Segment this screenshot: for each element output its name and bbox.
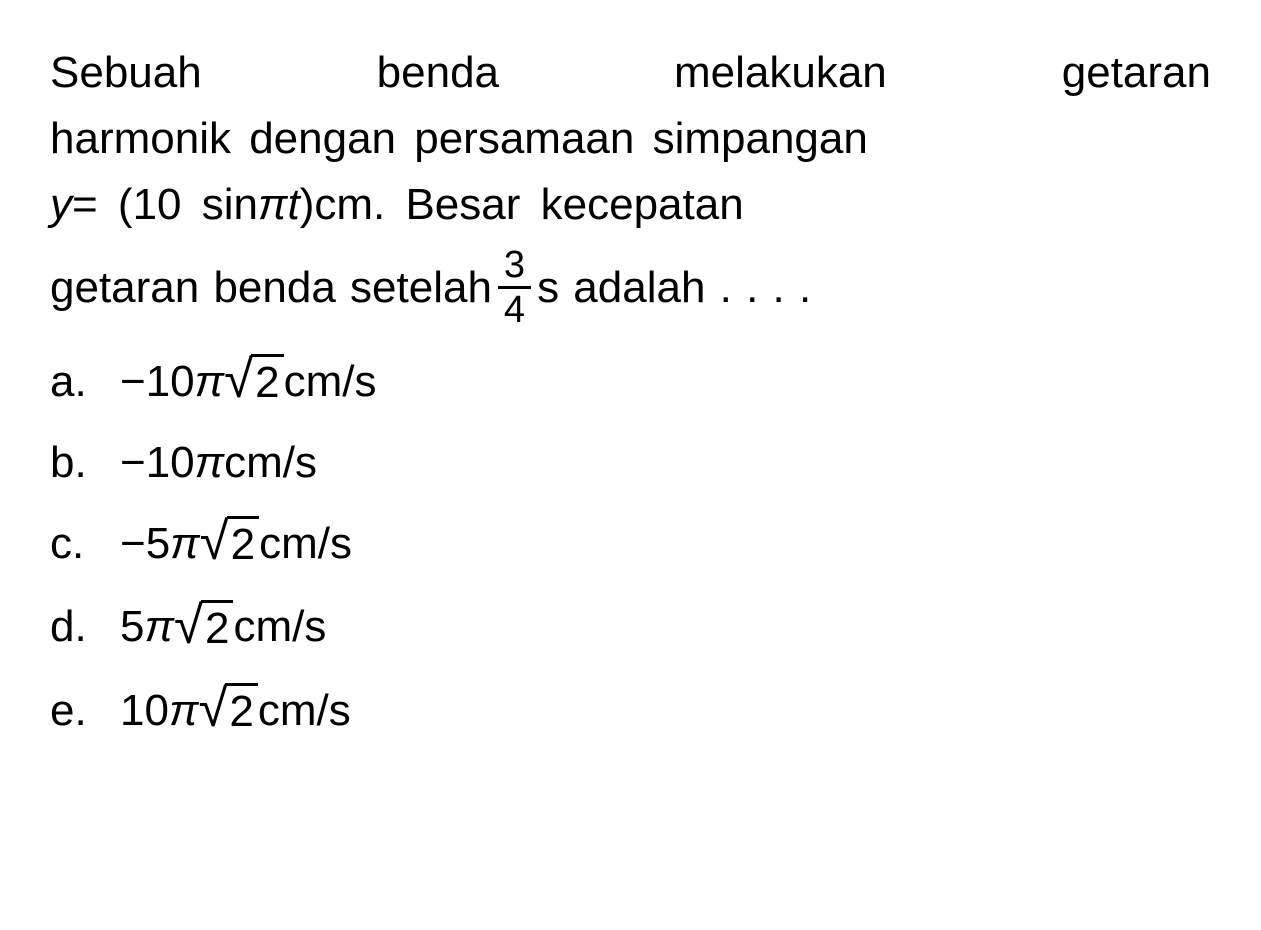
pi-symbol: π (169, 686, 198, 736)
option-e: e. 10 π √ 2 cm/s (50, 683, 1211, 739)
radicand: 2 (201, 600, 233, 656)
coefficient: 5 (120, 602, 144, 652)
close-paren: ) (300, 172, 315, 238)
option-value: −10 π cm/s (120, 438, 317, 488)
equation-part: = (10 sin (72, 172, 258, 238)
option-value: −10 π √ 2 cm/s (120, 354, 376, 410)
text: cm. Besar kecepatan (314, 172, 743, 238)
radical-icon: √ (200, 516, 229, 569)
option-label: e. (50, 686, 120, 736)
answer-options: a. −10 π √ 2 cm/s b. −10 π cm/s c. (50, 354, 1211, 739)
coefficient: −10 (120, 357, 195, 407)
coefficient: −10 (120, 438, 195, 488)
unit: cm/s (258, 686, 351, 736)
option-b: b. −10 π cm/s (50, 438, 1211, 488)
radical-icon: √ (174, 600, 203, 653)
variable-t: t (287, 172, 299, 238)
option-value: 10 π √ 2 cm/s (120, 683, 351, 739)
square-root: √ 2 (200, 516, 259, 572)
variable-y: y (50, 172, 72, 238)
option-value: 5 π √ 2 cm/s (120, 600, 326, 656)
word: melakukan (674, 40, 887, 106)
question-line-4: getaran benda setelah 3 4 s adalah . . .… (50, 246, 1211, 329)
coefficient: −5 (120, 519, 170, 569)
pi-symbol: π (195, 438, 224, 488)
pi-symbol: π (195, 357, 224, 407)
option-label: d. (50, 602, 120, 652)
option-d: d. 5 π √ 2 cm/s (50, 600, 1211, 656)
option-value: −5 π √ 2 cm/s (120, 516, 352, 572)
option-label: a. (50, 357, 120, 407)
radical-icon: √ (224, 354, 253, 407)
unit: cm/s (284, 357, 377, 407)
question-line-3: y = (10 sin π t ) cm. Besar kecepatan (50, 172, 1211, 238)
coefficient: 10 (120, 686, 169, 736)
radical-icon: √ (198, 683, 227, 736)
word: Sebuah (50, 40, 202, 106)
option-label: b. (50, 438, 120, 488)
option-c: c. −5 π √ 2 cm/s (50, 516, 1211, 572)
radicand: 2 (227, 516, 259, 572)
unit: cm/s (233, 602, 326, 652)
radicand: 2 (251, 354, 283, 410)
text: s adalah . . . . (537, 255, 811, 321)
word: benda (377, 40, 499, 106)
text: harmonik dengan persamaan simpangan (50, 114, 868, 163)
radicand: 2 (225, 683, 257, 739)
question-line-1: Sebuah benda melakukan getaran (50, 40, 1211, 106)
option-label: c. (50, 519, 120, 569)
square-root: √ 2 (174, 600, 233, 656)
pi-symbol: π (144, 602, 173, 652)
pi-symbol: π (258, 172, 287, 238)
pi-symbol: π (170, 519, 199, 569)
text: getaran benda setelah (50, 255, 492, 321)
fraction-denominator: 4 (498, 289, 531, 329)
fraction-three-quarters: 3 4 (498, 246, 531, 329)
option-a: a. −10 π √ 2 cm/s (50, 354, 1211, 410)
square-root: √ 2 (224, 354, 283, 410)
unit: cm/s (224, 438, 317, 488)
word: getaran (1062, 40, 1211, 106)
square-root: √ 2 (198, 683, 257, 739)
physics-question: Sebuah benda melakukan getaran harmonik … (50, 40, 1211, 739)
fraction-numerator: 3 (498, 246, 531, 289)
question-stem: Sebuah benda melakukan getaran harmonik … (50, 40, 1211, 329)
question-line-2: harmonik dengan persamaan simpangan (50, 106, 1211, 172)
unit: cm/s (259, 519, 352, 569)
